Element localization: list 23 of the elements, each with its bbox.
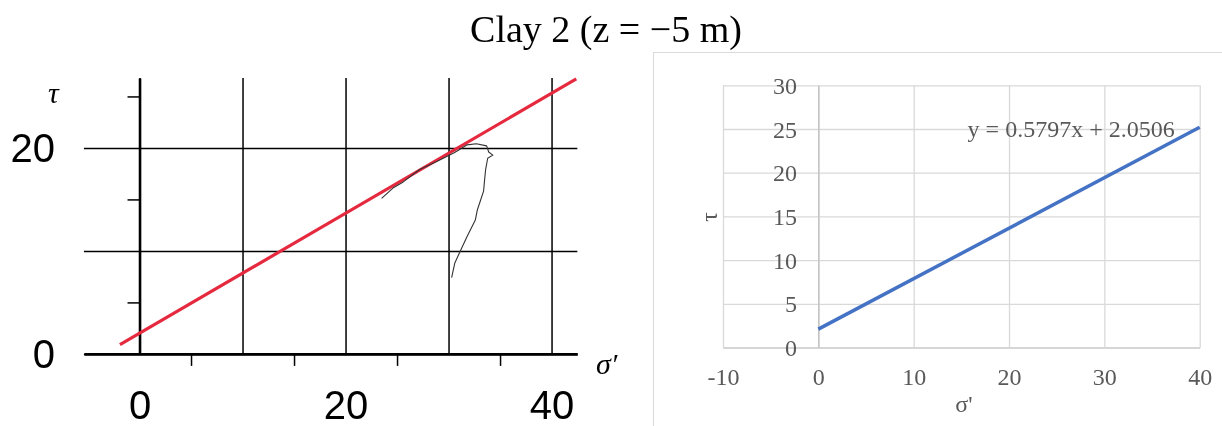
chart-title: Clay 2 (z = −5 m) [470, 8, 742, 51]
x-tick-label: -10 [707, 364, 740, 390]
line-series [381, 143, 494, 279]
y-axis-title: τ [48, 76, 60, 109]
y-tick-label: 0 [785, 335, 797, 361]
y-tick-label: 20 [773, 160, 797, 187]
x-axis-title: σ' [955, 391, 973, 417]
x-tick-label: 40 [529, 383, 575, 426]
annotation: y = 0.5797x + 2.0506 [967, 116, 1175, 143]
x-tick-label: 40 [1188, 364, 1213, 390]
x-tick-label: 0 [128, 383, 152, 426]
y-tick-label: 15 [773, 203, 797, 230]
y-tick-label: 25 [773, 116, 797, 143]
x-tick-label: 10 [902, 364, 927, 390]
y-axis-title: τ [696, 211, 722, 222]
y-tick-label: 30 [773, 72, 797, 99]
y-tick-label: 10 [773, 247, 797, 274]
x-tick-label: 20 [997, 364, 1022, 390]
x-tick-label: 20 [323, 383, 369, 426]
x-tick-label: 0 [812, 364, 825, 390]
x-tick-label: 30 [1092, 364, 1117, 390]
y-tick-label: 5 [785, 291, 797, 318]
x-axis-title: σ′ [596, 347, 618, 380]
